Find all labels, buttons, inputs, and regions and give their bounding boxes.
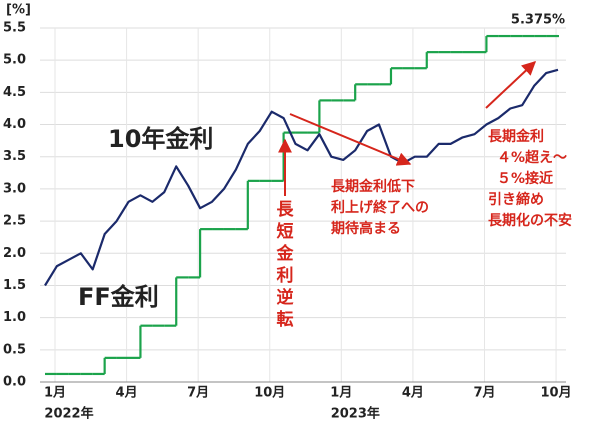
y-tick-label: 1.0 [3, 310, 26, 325]
annotation: 引き締め [488, 191, 544, 208]
annotation: ４%超え～ [497, 149, 567, 166]
end-label: 5.375% [511, 13, 565, 28]
x-tick-label: 1月 [44, 386, 66, 401]
annotation: 利上げ終了への [331, 199, 429, 216]
grid: 0.0 0.5 1.0 1.5 2.0 2.5 3.0 3.5 4.0 4.5 5.0 5.5 1月 20… [3, 21, 572, 422]
annotation: ５%接近 [497, 170, 553, 187]
plot: 5.375% [44, 13, 565, 376]
y-tick-label: 4.5 [3, 85, 26, 100]
y-tick-label: 2.5 [3, 214, 26, 229]
y-tick-label: 4.0 [3, 117, 26, 132]
year-label: 2022年 [44, 406, 93, 422]
arrow [485, 61, 537, 109]
y-tick-label: 5.5 [3, 21, 26, 36]
unit-label: [%] [6, 3, 31, 18]
y-tick-label: 5.0 [3, 53, 26, 68]
annotation: 長期金利 [488, 128, 544, 145]
x-tick-label: 4月 [116, 386, 138, 401]
y-tick-label: 0.0 [3, 375, 26, 390]
x-tick-label: 7月 [473, 386, 495, 401]
annotation: 逆 [277, 287, 294, 308]
y-tick-label: 3.0 [3, 181, 26, 196]
annotation: 金 [276, 243, 295, 264]
series-line [44, 68, 559, 287]
arrow [289, 113, 412, 166]
x-tick-label: 1月 [330, 386, 352, 401]
x-tick-label: 7月 [187, 386, 209, 401]
annotation: 長期金利低下 [331, 178, 415, 195]
annotation: 長 [277, 200, 295, 220]
annotation: 長期化の不安 [488, 212, 572, 229]
y-tick-label: 1.5 [3, 278, 26, 293]
x-tick-label: 4月 [402, 386, 424, 401]
annotation: 期待高まる [331, 220, 401, 237]
series-label: FF金利 [78, 283, 159, 311]
annotation: 短 [277, 221, 294, 242]
y-tick-label: 3.5 [3, 149, 26, 164]
y-tick-label: 0.5 [3, 342, 26, 357]
x-tick-label: 10月 [254, 386, 285, 401]
x-tick-label: 10月 [541, 386, 572, 401]
series-label: 10年金利 [108, 125, 213, 153]
annotation: 利 [277, 265, 294, 286]
y-tick-label: 2.0 [3, 246, 26, 261]
annotation: 転 [277, 309, 294, 330]
year-label: 2023年 [331, 406, 380, 422]
